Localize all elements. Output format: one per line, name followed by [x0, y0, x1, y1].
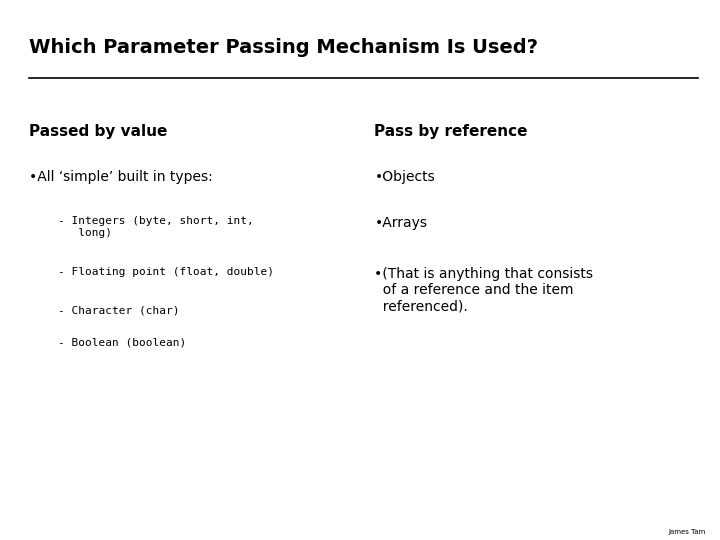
Text: •All ‘simple’ built in types:: •All ‘simple’ built in types: — [29, 170, 212, 184]
Text: James Tam: James Tam — [668, 529, 706, 535]
Text: - Boolean (boolean): - Boolean (boolean) — [58, 338, 186, 348]
Text: Which Parameter Passing Mechanism Is Used?: Which Parameter Passing Mechanism Is Use… — [29, 38, 538, 57]
Text: Passed by value: Passed by value — [29, 124, 167, 139]
Text: •(That is anything that consists
  of a reference and the item
  referenced).: •(That is anything that consists of a re… — [374, 267, 593, 314]
Text: •Objects: •Objects — [374, 170, 435, 184]
Text: •Arrays: •Arrays — [374, 216, 428, 230]
Text: - Character (char): - Character (char) — [58, 305, 179, 315]
Text: - Floating point (float, double): - Floating point (float, double) — [58, 267, 274, 278]
Text: - Integers (byte, short, int,
   long): - Integers (byte, short, int, long) — [58, 216, 253, 238]
Text: Pass by reference: Pass by reference — [374, 124, 528, 139]
